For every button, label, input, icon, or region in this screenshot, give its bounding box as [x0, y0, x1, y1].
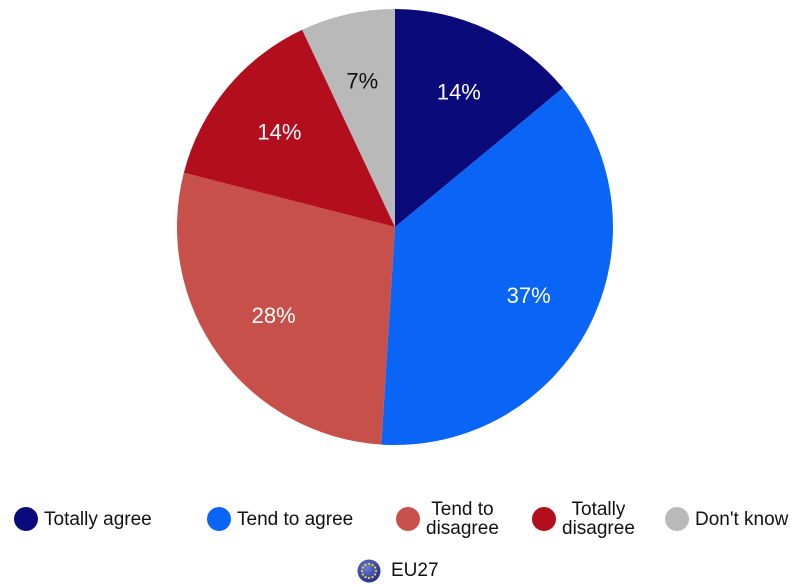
legend-label-tend-to-agree: Tend to agree — [237, 508, 354, 530]
legend-swatch-dont-know — [665, 507, 689, 531]
legend-item-tend-to-agree: Tend to agree — [207, 494, 353, 544]
eu-flag-icon — [357, 559, 381, 583]
pie-slice-totally-disagree — [183, 29, 395, 227]
legend-swatch-tend-to-agree — [207, 507, 231, 531]
pie-slice-tend-to-agree — [381, 88, 613, 446]
pie-slice-totally-agree — [395, 9, 563, 227]
data-label-tend-to-agree: 37% — [507, 283, 551, 308]
legend-label-totally-disagree: Totally disagree — [562, 499, 635, 539]
pie-slice-tend-to-disagree — [176, 172, 395, 445]
footer: EU27 — [357, 558, 439, 584]
legend-swatch-tend-to-disagree — [396, 507, 420, 531]
legend-item-totally-agree: Totally agree — [14, 494, 152, 544]
legend-label-tend-to-disagree: Tend to disagree — [426, 499, 499, 539]
legend-swatch-totally-disagree — [532, 507, 556, 531]
data-label-dont-know: 7% — [346, 69, 378, 94]
legend-item-totally-disagree: Totally disagree — [532, 494, 635, 544]
data-label-tend-to-disagree: 28% — [252, 303, 296, 328]
pie-chart: 14% 37% 28% 14% 7% — [176, 8, 613, 446]
data-label-totally-agree: 14% — [437, 79, 481, 104]
legend-label-dont-know: Don't know — [695, 508, 789, 530]
legend-item-dont-know: Don't know — [665, 494, 788, 544]
pie-slice-dont-know — [302, 8, 395, 227]
legend-swatch-totally-agree — [14, 507, 38, 531]
data-label-totally-disagree: 14% — [257, 119, 301, 144]
legend-item-tend-to-disagree: Tend to disagree — [396, 494, 499, 544]
legend: Totally agree Tend to agree Tend to disa… — [0, 494, 795, 544]
footer-label: EU27 — [391, 560, 439, 581]
legend-label-totally-agree: Totally agree — [44, 508, 152, 530]
